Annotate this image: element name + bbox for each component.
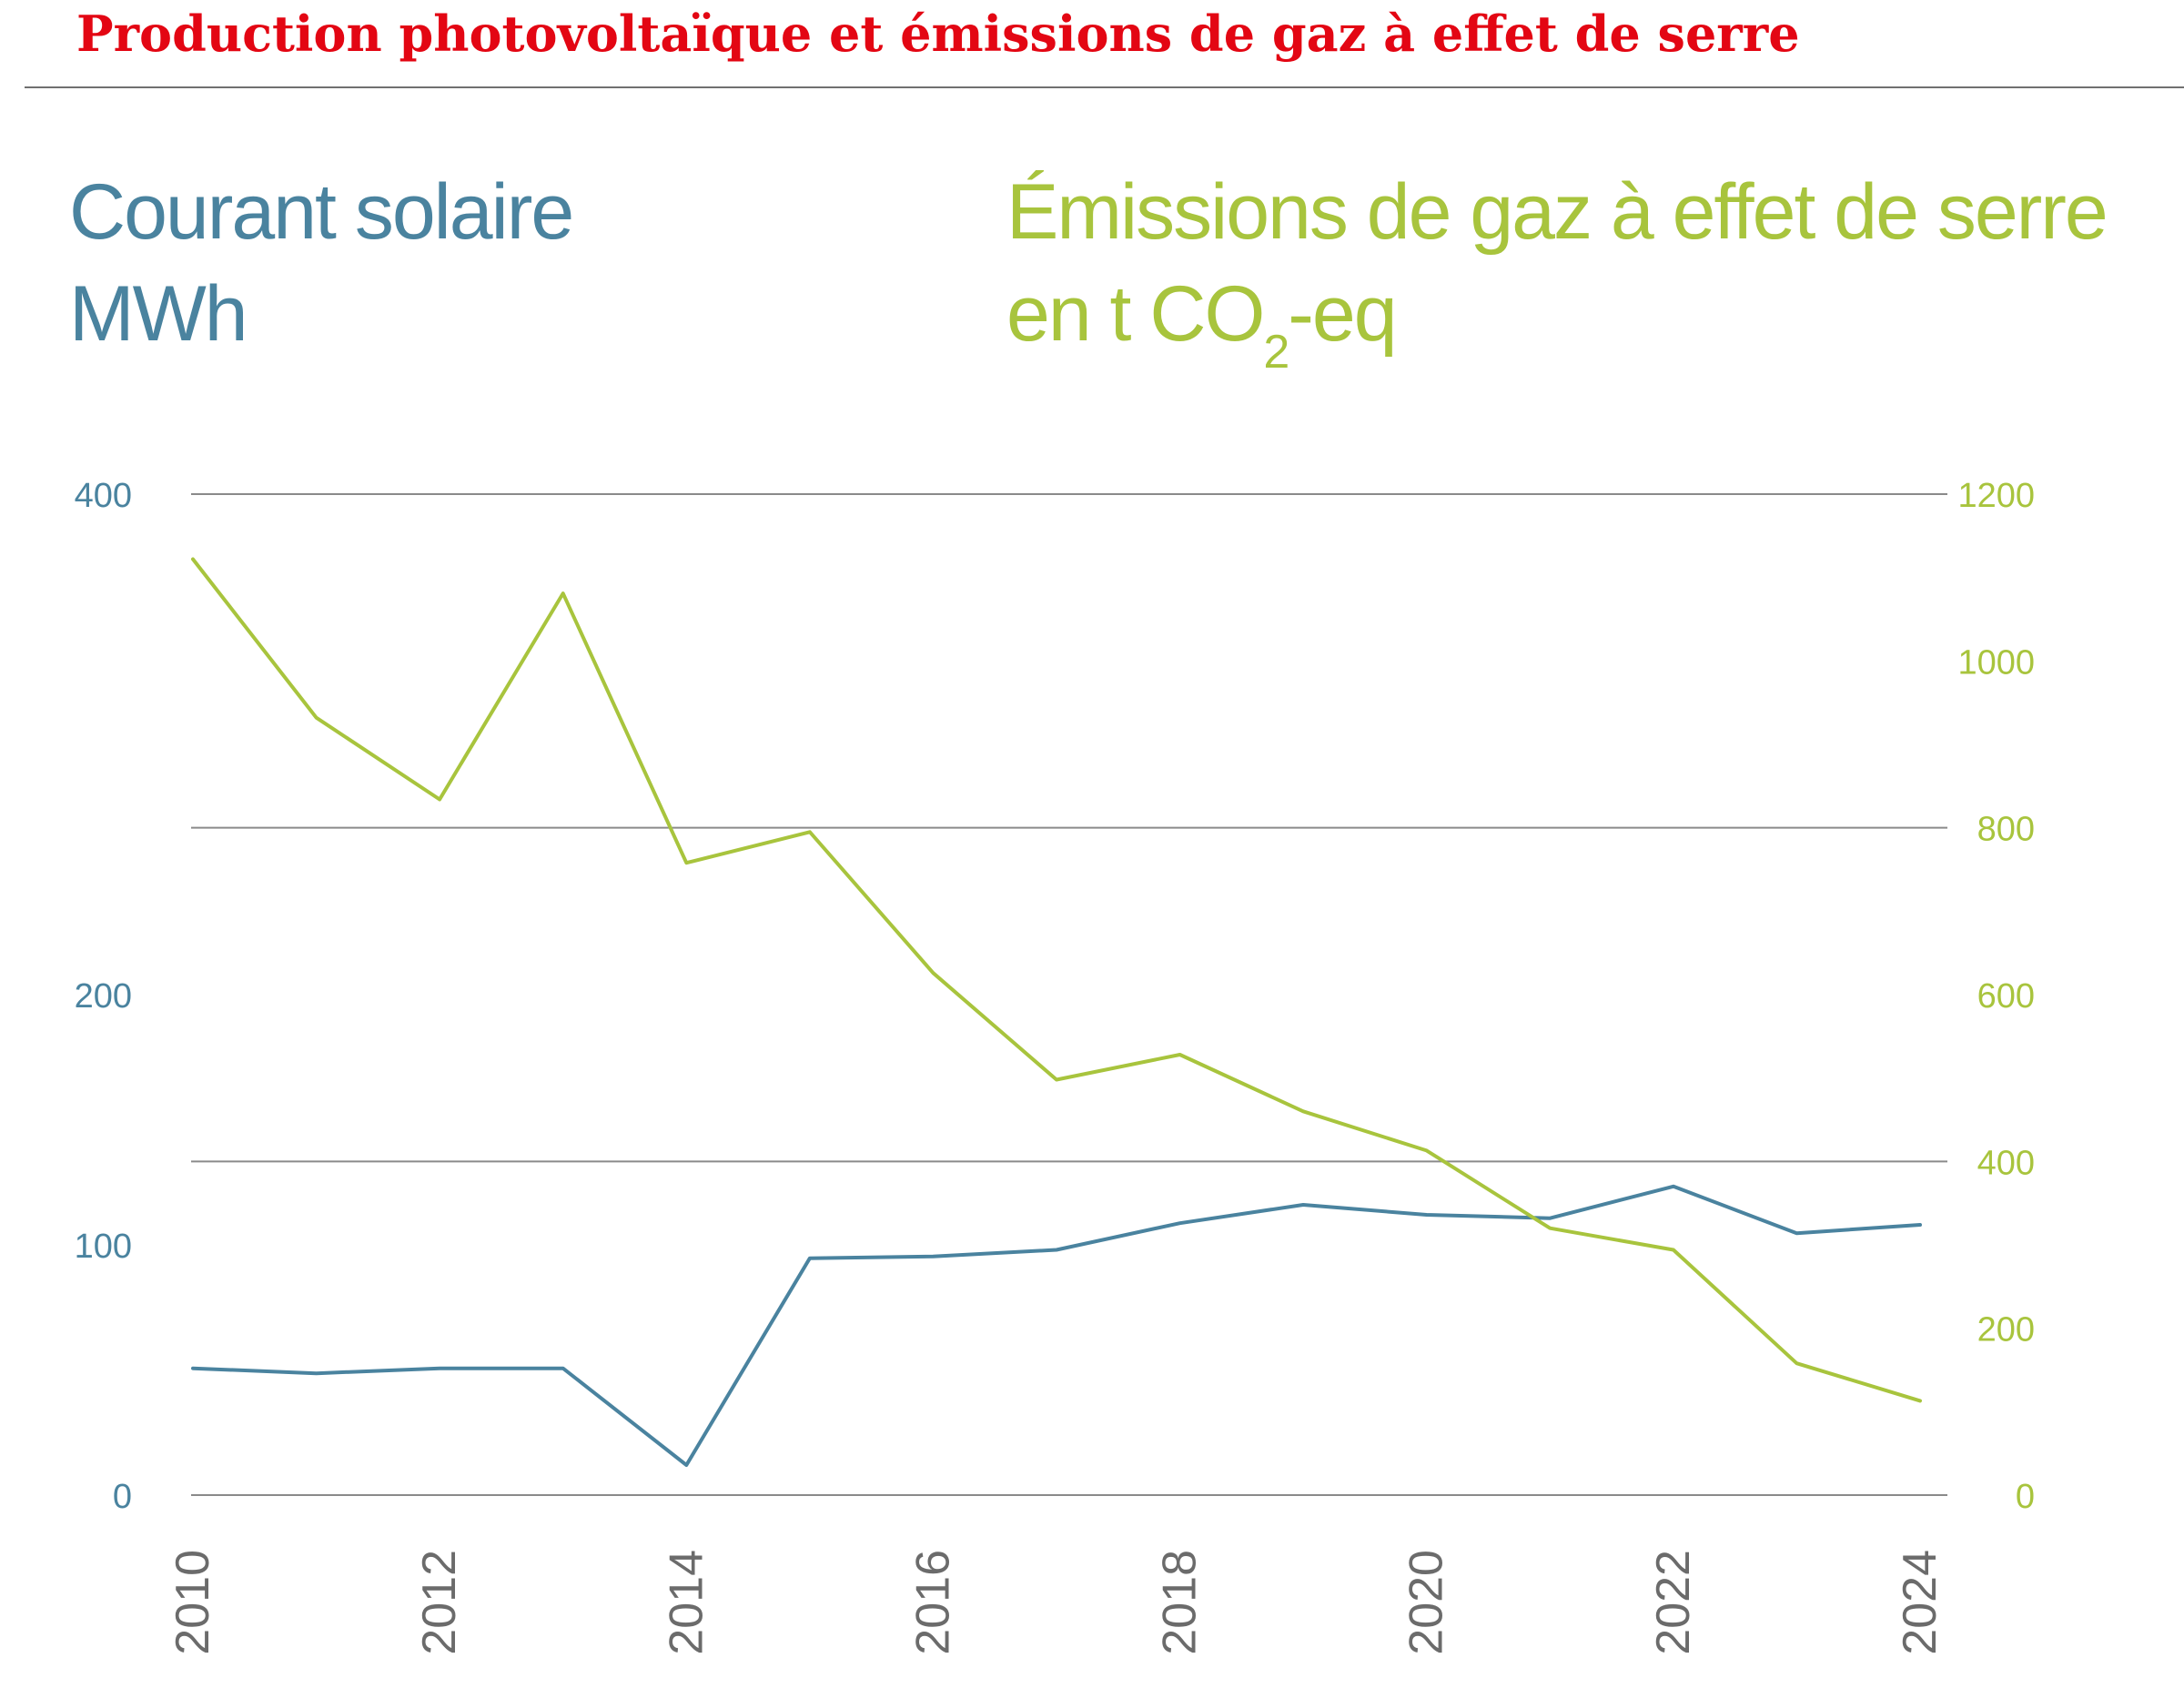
title-divider: [25, 86, 2184, 88]
right-axis-heading: Émissions de gaz à effet de serre en t C…: [1006, 161, 2108, 379]
x-axis-tick-label: 2016: [906, 1550, 959, 1655]
x-axis-tick-label: 2014: [660, 1550, 713, 1655]
right-axis-heading-line1: Émissions de gaz à effet de serre: [1006, 168, 2108, 256]
x-axis-ticks: 2010 2012 2014 2016 2018 2020 2022 2024: [167, 1550, 1946, 1655]
right-axis-tick-label: 600: [1977, 977, 2035, 1016]
right-axis-tick-label: 1200: [1957, 477, 2035, 515]
left-axis-tick-label: 400: [75, 477, 132, 515]
right-axis-tick-label: 800: [1977, 811, 2035, 849]
left-axis-tick-label: 0: [113, 1478, 132, 1516]
right-axis-tick-label: 1000: [1957, 643, 2035, 682]
x-axis-tick-label: 2012: [413, 1550, 466, 1655]
x-axis-tick-label: 2020: [1400, 1550, 1453, 1655]
x-axis-tick-label: 2018: [1154, 1550, 1207, 1655]
left-axis-tick-label: 200: [75, 977, 132, 1016]
right-axis-heading-subscript: 2: [1263, 326, 1289, 379]
right-axis-tick-label: 0: [2016, 1478, 2035, 1516]
right-axis-heading-prefix: en t CO: [1006, 270, 1265, 358]
left-axis-heading: Courant solaire MWh: [69, 161, 574, 365]
emissions-series-line: [191, 557, 1922, 1403]
right-axis-tick-label: 200: [1977, 1311, 2035, 1349]
left-axis-heading-line1: Courant solaire: [69, 168, 574, 256]
right-axis-heading-line2: en t CO2-eq: [1006, 263, 2107, 379]
x-axis-tick-label: 2010: [167, 1550, 219, 1655]
solar-power-series-line: [191, 1184, 1922, 1467]
left-axis-tick-label: 100: [75, 1228, 132, 1266]
chart-title: Production photovoltaïque et émissions d…: [76, 5, 1800, 63]
gridlines: [191, 493, 1947, 1496]
x-axis-tick-label: 2024: [1894, 1550, 1946, 1655]
x-axis-tick-label: 2022: [1647, 1550, 1700, 1655]
right-axis-ticks: 0 200 400 600 800 1000 1200: [1957, 477, 2035, 1516]
series-lines: [191, 557, 1922, 1467]
right-axis-tick-label: 400: [1977, 1144, 2035, 1182]
left-axis-ticks: 0 100 200 400: [75, 477, 132, 1516]
left-axis-heading-line2: MWh: [69, 270, 248, 358]
right-axis-heading-suffix: -eq: [1288, 270, 1397, 358]
